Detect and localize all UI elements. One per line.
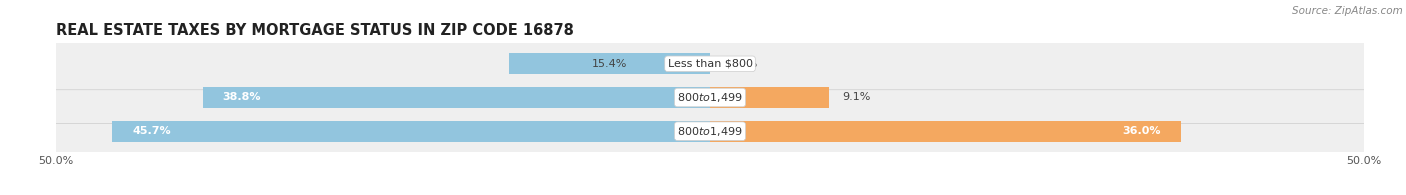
- Text: Less than $800: Less than $800: [668, 59, 752, 69]
- Bar: [509, 53, 710, 74]
- Bar: [710, 121, 1181, 142]
- Text: REAL ESTATE TAXES BY MORTGAGE STATUS IN ZIP CODE 16878: REAL ESTATE TAXES BY MORTGAGE STATUS IN …: [56, 23, 574, 38]
- Text: 15.4%: 15.4%: [592, 59, 627, 69]
- Text: Source: ZipAtlas.com: Source: ZipAtlas.com: [1292, 6, 1403, 16]
- Bar: [112, 121, 710, 142]
- Text: 9.1%: 9.1%: [842, 92, 870, 103]
- Text: 36.0%: 36.0%: [1122, 126, 1161, 136]
- FancyBboxPatch shape: [46, 38, 1374, 90]
- Text: $800 to $1,499: $800 to $1,499: [678, 125, 742, 138]
- FancyBboxPatch shape: [46, 72, 1374, 123]
- FancyBboxPatch shape: [46, 105, 1374, 157]
- Bar: [710, 87, 830, 108]
- Bar: [202, 87, 710, 108]
- Text: $800 to $1,499: $800 to $1,499: [678, 91, 742, 104]
- Text: 45.7%: 45.7%: [132, 126, 170, 136]
- Text: 38.8%: 38.8%: [222, 92, 260, 103]
- Text: 0.0%: 0.0%: [730, 59, 758, 69]
